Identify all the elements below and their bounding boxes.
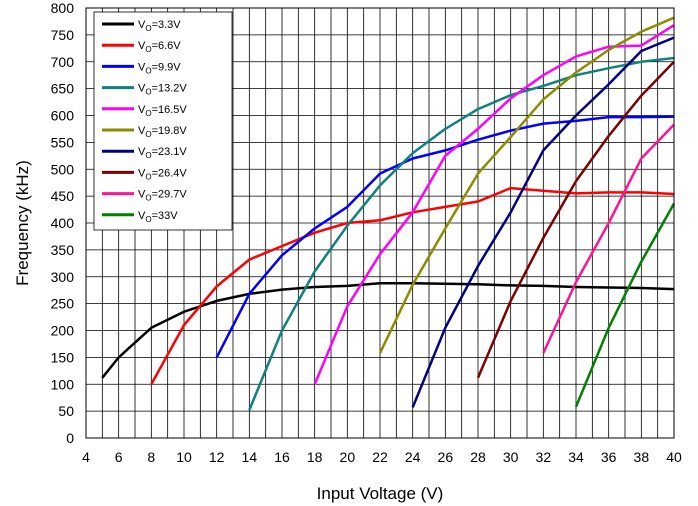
x-tick-label: 22 (372, 449, 388, 465)
x-tick-label: 18 (307, 449, 323, 465)
series-line (101, 281, 675, 379)
x-tick-label: 36 (601, 449, 617, 465)
y-tick-label: 150 (51, 349, 75, 365)
y-tick-label: 500 (51, 161, 75, 177)
x-tick-label: 30 (503, 449, 519, 465)
legend: VO=3.3V VO=6.6V VO=9.9V VO=13.2V VO=16.5V VO=… (93, 11, 233, 231)
y-tick-label: 700 (51, 54, 75, 70)
y-tick-label: 600 (51, 108, 75, 124)
x-tick-label: 38 (634, 449, 650, 465)
x-axis-title: Input Voltage (V) (317, 484, 444, 503)
legend-label: VO=16.5V (138, 104, 187, 118)
legend-label: VO=3.3V (138, 19, 181, 33)
series-line (476, 60, 675, 379)
x-tick-label: 12 (209, 449, 225, 465)
series-line (378, 16, 675, 354)
y-tick-label: 400 (51, 215, 75, 231)
y-tick-label: 0 (66, 430, 74, 446)
y-tick-label: 650 (51, 81, 75, 97)
y-tick-labels: 0 50 100 150 200 250 300 350 400 450 500 550 600 650 7… (51, 0, 75, 446)
x-tick-label: 6 (115, 449, 123, 465)
y-tick-label: 100 (51, 376, 75, 392)
series-line (215, 115, 675, 358)
series-line (574, 202, 676, 408)
x-tick-label: 28 (470, 449, 486, 465)
legend-label: VO=29.7V (138, 189, 187, 203)
x-tick-label: 32 (536, 449, 552, 465)
x-tick-labels: 4 6 8 10 12 14 16 18 20 22 24 26 28 30 32 34 36 38 40 (82, 449, 682, 465)
x-tick-label: 14 (242, 449, 258, 465)
y-tick-label: 350 (51, 242, 75, 258)
series-line (248, 56, 675, 411)
series-line (542, 123, 675, 354)
x-tick-label: 10 (176, 449, 192, 465)
y-tick-label: 450 (51, 188, 75, 204)
y-tick-label: 250 (51, 296, 75, 312)
y-tick-label: 300 (51, 269, 75, 285)
y-axis-title: Frequency (kHz) (13, 160, 32, 286)
x-tick-label: 8 (147, 449, 155, 465)
legend-label: VO=19.8V (138, 125, 187, 139)
x-tick-label: 26 (438, 449, 454, 465)
y-tick-label: 800 (51, 0, 75, 16)
plot-frame (85, 7, 675, 439)
legend-label: VO=33V (138, 210, 178, 224)
x-tick-label: 40 (666, 449, 682, 465)
legend-label: VO=6.6V (138, 40, 181, 54)
legend-label: VO=26.4V (138, 167, 187, 181)
y-tick-label: 750 (51, 27, 75, 43)
x-tick-label: 20 (340, 449, 356, 465)
legend-label: VO=9.9V (138, 61, 181, 75)
data-series (101, 16, 676, 411)
x-tick-label: 16 (274, 449, 290, 465)
y-tick-label: 50 (58, 403, 74, 419)
x-tick-label: 24 (405, 449, 421, 465)
x-tick-label: 4 (82, 449, 90, 465)
legend-label: VO=13.2V (138, 83, 187, 97)
y-tick-label: 200 (51, 323, 75, 339)
series-line (411, 36, 675, 408)
x-tick-label: 34 (568, 449, 584, 465)
y-tick-label: 550 (51, 134, 75, 150)
legend-label: VO=23.1V (138, 146, 187, 160)
